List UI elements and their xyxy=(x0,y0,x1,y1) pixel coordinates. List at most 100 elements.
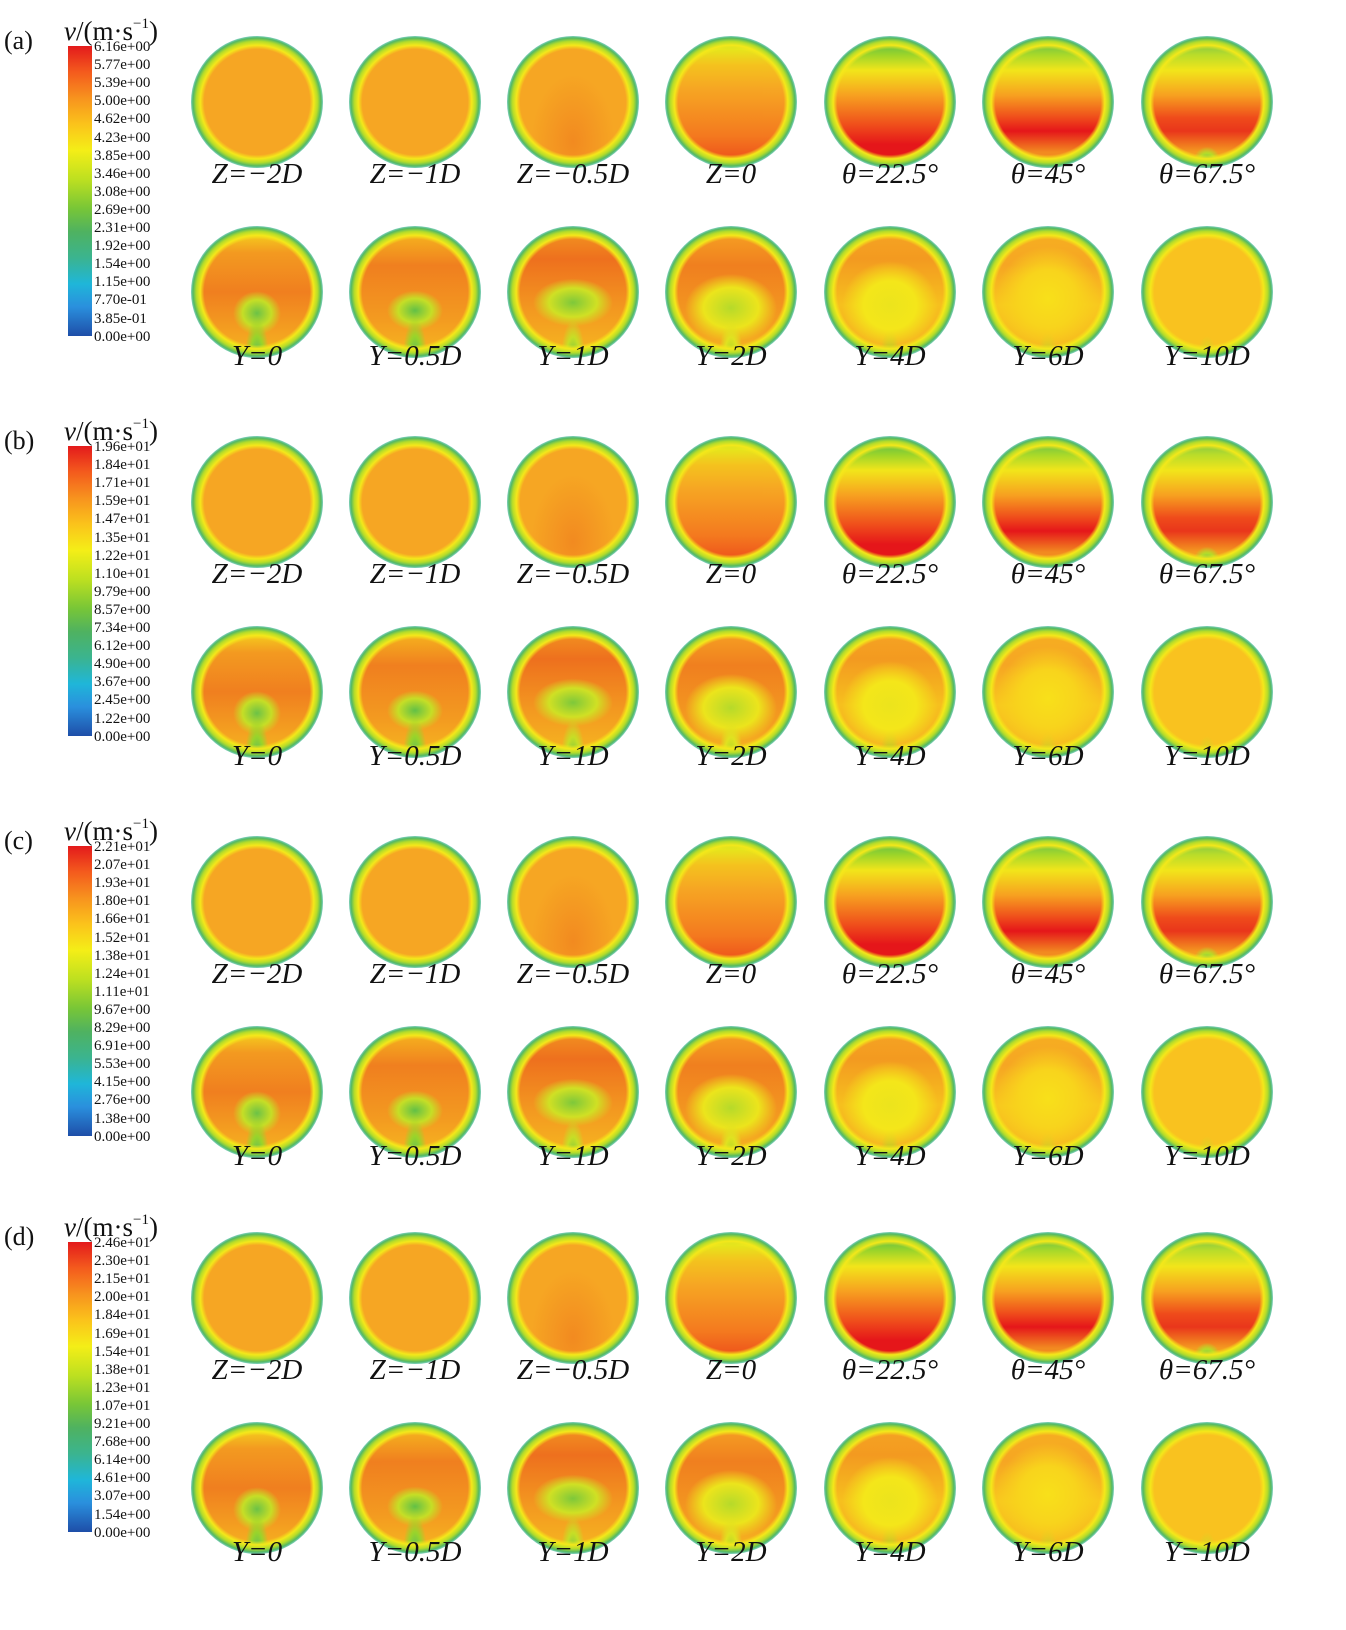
cross-section-label: Y=6D xyxy=(1012,1140,1084,1172)
colorbar-title-unit: /(m·s xyxy=(75,816,133,846)
cross-section-label: Y=2D xyxy=(695,1536,767,1568)
velocity-contour-disc xyxy=(665,436,797,568)
velocity-contour-disc xyxy=(665,36,797,168)
velocity-contour-disc xyxy=(191,836,323,968)
colorbar-tick-label: 2.15e+01 xyxy=(94,1271,151,1288)
colorbar-title-exponent: −1 xyxy=(132,416,149,432)
cross-section-label: Z=0 xyxy=(705,1354,757,1386)
cross-section-label: θ=67.5° xyxy=(1158,1354,1256,1386)
cross-section-label: Y=10D xyxy=(1164,740,1250,772)
colorbar-tick-label: 5.39e+00 xyxy=(94,75,151,92)
colorbar-title-close: ) xyxy=(148,1212,158,1242)
velocity-contour-disc xyxy=(349,626,481,758)
velocity-contour-disc xyxy=(191,1232,323,1364)
cross-section-label: Z=0 xyxy=(705,558,757,590)
colorbar-tick-label: 1.52e+01 xyxy=(94,929,151,946)
cross-section-label: Y=0 xyxy=(231,1140,283,1172)
velocity-contour-disc xyxy=(507,226,639,358)
velocity-contour-disc xyxy=(1141,436,1273,568)
panel-c: (c) v/(m·s−1) 2.21e+01 2.07e+01 1.93e+01 1.80… xyxy=(0,816,1346,1210)
colorbar-tick-label: 7.70e-01 xyxy=(94,292,147,309)
colorbar-tick-label: 1.22e+00 xyxy=(94,710,151,727)
colorbar-tick-label: 1.07e+01 xyxy=(94,1397,151,1414)
velocity-contour-disc xyxy=(982,836,1114,968)
cross-section-label: Y=2D xyxy=(695,340,767,372)
cross-section-label: θ=67.5° xyxy=(1158,958,1256,990)
colorbar-tick-label: 3.85e+00 xyxy=(94,147,151,164)
cross-section-label: Z=−0.5D xyxy=(516,1354,630,1386)
cross-section-label: Y=1D xyxy=(537,1140,609,1172)
velocity-contour-disc xyxy=(507,626,639,758)
cross-section-label: Y=10D xyxy=(1164,1536,1250,1568)
velocity-contour-disc xyxy=(1141,626,1273,758)
panel-label: (a) xyxy=(4,26,33,55)
cross-section-label: Z=−0.5D xyxy=(516,958,630,990)
velocity-contour-disc xyxy=(507,36,639,168)
colorbar-tick-label: 8.57e+00 xyxy=(94,601,151,618)
cross-section-label: θ=45° xyxy=(1010,1354,1086,1386)
colorbar-title-variable: v xyxy=(64,16,76,46)
velocity-contour-disc xyxy=(665,836,797,968)
colorbar-tick-label: 1.66e+01 xyxy=(94,911,151,928)
colorbar-tick-label: 4.23e+00 xyxy=(94,129,151,146)
colorbar-tick-label: 6.91e+00 xyxy=(94,1038,151,1055)
colorbar-tick-label: 1.93e+01 xyxy=(94,875,151,892)
velocity-contour-disc xyxy=(1141,1232,1273,1364)
colorbar-tick-label: 9.79e+00 xyxy=(94,583,151,600)
velocity-contour-disc xyxy=(349,836,481,968)
colorbar-tick-label: 2.76e+00 xyxy=(94,1092,151,1109)
colorbar-tick-label: 1.24e+01 xyxy=(94,965,151,982)
colorbar-tick-label: 3.07e+00 xyxy=(94,1488,151,1505)
cross-section-label: Z=−1D xyxy=(369,158,461,190)
cross-section-label: Y=4D xyxy=(854,1140,926,1172)
velocity-contour-disc xyxy=(665,1232,797,1364)
velocity-contour-disc xyxy=(507,1026,639,1158)
velocity-contour-disc xyxy=(982,436,1114,568)
colorbar-tick-label: 1.92e+00 xyxy=(94,238,151,255)
colorbar-tick-label: 1.47e+01 xyxy=(94,511,151,528)
colorbar-title-unit: /(m·s xyxy=(75,16,133,46)
cross-section-label: Y=0.5D xyxy=(368,1536,462,1568)
colorbar-tick-label: 1.54e+00 xyxy=(94,256,151,273)
cross-section-label: Y=6D xyxy=(1012,740,1084,772)
colorbar-tick-label: 2.07e+01 xyxy=(94,857,151,874)
colorbar-tick-label: 2.69e+00 xyxy=(94,201,151,218)
colorbar-tick-label: 9.21e+00 xyxy=(94,1416,151,1432)
colorbar-title-exponent: −1 xyxy=(132,816,149,832)
velocity-contour-disc xyxy=(349,36,481,168)
cross-section-label: Z=−2D xyxy=(211,558,303,590)
colorbar-title-unit: /(m·s xyxy=(75,416,133,446)
colorbar-tick-label: 1.22e+01 xyxy=(94,547,151,564)
colorbar xyxy=(68,446,92,736)
colorbar-tick-label: 0.00e+00 xyxy=(94,328,151,345)
velocity-contour-disc xyxy=(982,1232,1114,1364)
colorbar-title: v/(m·s−1) xyxy=(64,16,158,47)
colorbar-tick-label: 1.35e+01 xyxy=(94,529,151,546)
velocity-contour-disc xyxy=(665,1026,797,1158)
velocity-contour-disc xyxy=(349,1232,481,1364)
cross-section-label: Y=0 xyxy=(231,1536,283,1568)
cross-section-label: Y=10D xyxy=(1164,1140,1250,1172)
colorbar-tick-label: 4.90e+00 xyxy=(94,656,151,673)
cross-section-label: Y=0.5D xyxy=(368,340,462,372)
cross-section-label: Y=0 xyxy=(231,340,283,372)
velocity-contour-disc xyxy=(824,1232,956,1364)
cross-section-label: Y=0.5D xyxy=(368,1140,462,1172)
velocity-contour-disc xyxy=(665,1422,797,1554)
velocity-contour-disc xyxy=(1141,1422,1273,1554)
cross-section-label: θ=22.5° xyxy=(841,1354,939,1386)
cross-section-label: θ=45° xyxy=(1010,958,1086,990)
velocity-contour-disc xyxy=(982,626,1114,758)
cross-section-label: Y=6D xyxy=(1012,1536,1084,1568)
velocity-contour-disc xyxy=(507,836,639,968)
velocity-contour-disc xyxy=(665,226,797,358)
colorbar-title-variable: v xyxy=(64,416,76,446)
colorbar xyxy=(68,846,92,1136)
velocity-contour-disc xyxy=(982,1026,1114,1158)
colorbar-tick-label: 0.00e+00 xyxy=(94,1128,151,1145)
colorbar-title-close: ) xyxy=(148,16,158,46)
cross-section-label: Z=−2D xyxy=(211,958,303,990)
colorbar-tick-label: 2.30e+01 xyxy=(94,1253,151,1270)
colorbar-title-unit: /(m·s xyxy=(75,1212,133,1242)
velocity-contour-disc xyxy=(191,1422,323,1554)
